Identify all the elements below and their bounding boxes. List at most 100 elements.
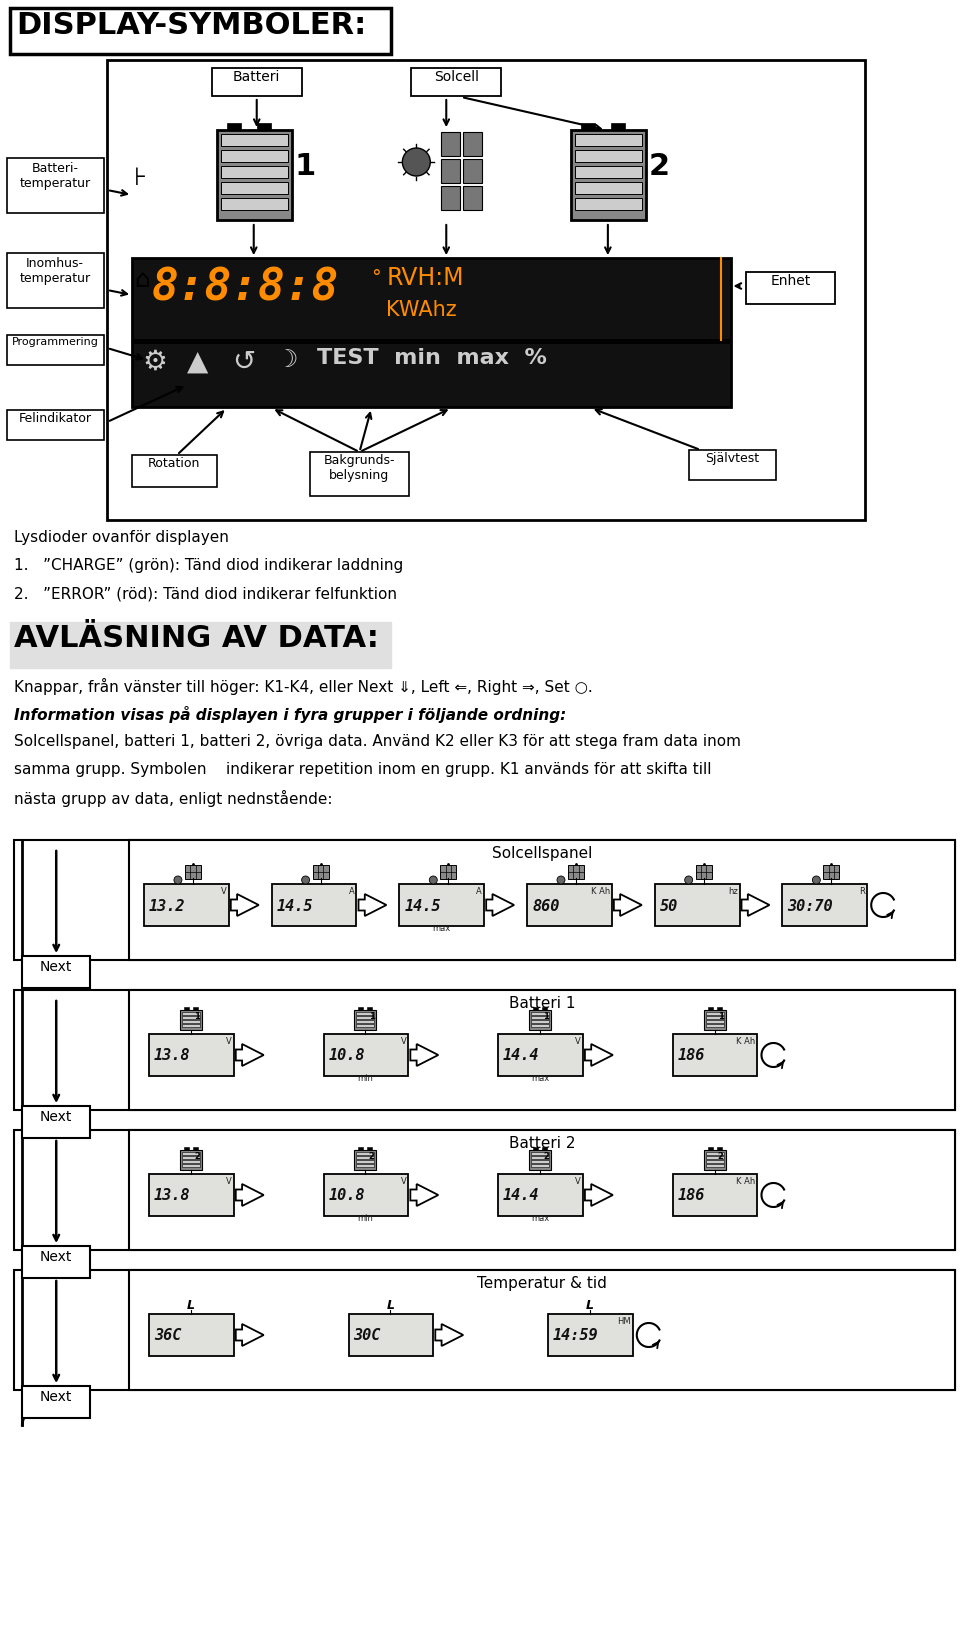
Bar xyxy=(529,1011,551,1030)
Text: 13.8: 13.8 xyxy=(154,1188,190,1203)
Bar xyxy=(193,1007,198,1011)
Text: Batteri 2: Batteri 2 xyxy=(509,1136,575,1151)
Bar xyxy=(746,272,835,305)
Text: Next: Next xyxy=(40,1250,72,1263)
Polygon shape xyxy=(410,1183,439,1206)
Text: Temperatur & tid: Temperatur & tid xyxy=(477,1276,607,1291)
Bar xyxy=(14,1270,955,1390)
Bar xyxy=(673,1033,757,1076)
Text: 14.4: 14.4 xyxy=(503,1048,540,1063)
Text: min: min xyxy=(357,1074,373,1082)
Bar xyxy=(531,1161,549,1162)
Bar xyxy=(129,839,955,960)
Circle shape xyxy=(812,875,821,883)
Bar xyxy=(356,1161,374,1162)
Bar xyxy=(368,1007,372,1011)
Bar xyxy=(181,1156,200,1159)
Polygon shape xyxy=(585,1043,612,1066)
Bar xyxy=(181,1024,200,1027)
Text: 1: 1 xyxy=(543,1012,549,1020)
Bar xyxy=(185,866,201,879)
Bar xyxy=(542,1007,547,1011)
Bar xyxy=(356,1012,374,1015)
Text: 8:8:8:8: 8:8:8:8 xyxy=(152,266,339,310)
Bar xyxy=(181,1020,200,1024)
Text: 14.4: 14.4 xyxy=(503,1188,540,1203)
Bar xyxy=(212,68,301,96)
Text: samma grupp. Symbolen    indikerar repetition inom en grupp. K1 används för att : samma grupp. Symbolen indikerar repetiti… xyxy=(14,761,711,778)
Circle shape xyxy=(301,875,310,883)
Bar xyxy=(22,1107,90,1138)
Bar xyxy=(22,957,90,988)
Text: Bakgrunds-
belysning: Bakgrunds- belysning xyxy=(324,455,396,482)
Bar xyxy=(356,1024,374,1027)
Bar xyxy=(221,166,288,178)
Polygon shape xyxy=(585,1183,612,1206)
Text: nästa grupp av data, enligt nednstående:: nästa grupp av data, enligt nednstående: xyxy=(14,791,333,807)
Polygon shape xyxy=(358,893,387,916)
Text: L: L xyxy=(387,1299,395,1312)
Bar xyxy=(129,1270,955,1390)
Text: 30:70: 30:70 xyxy=(787,898,833,913)
Bar xyxy=(184,1007,189,1011)
Bar xyxy=(575,166,642,178)
Text: DISPLAY-SYMBOLER:: DISPLAY-SYMBOLER: xyxy=(16,11,367,41)
Bar xyxy=(531,1020,549,1024)
Bar xyxy=(696,866,711,879)
Bar xyxy=(356,1020,374,1024)
Bar xyxy=(272,883,356,926)
Bar xyxy=(688,450,777,479)
Bar xyxy=(184,1148,189,1151)
Text: L: L xyxy=(187,1299,195,1312)
Text: max: max xyxy=(432,924,450,932)
Bar xyxy=(442,186,460,210)
Circle shape xyxy=(429,875,438,883)
Bar xyxy=(8,158,104,214)
Bar xyxy=(581,122,595,130)
Text: A: A xyxy=(476,887,482,896)
Bar xyxy=(527,883,612,926)
Text: ⌂: ⌂ xyxy=(134,267,150,292)
Bar xyxy=(542,1148,547,1151)
Text: 10.8: 10.8 xyxy=(328,1048,365,1063)
Bar xyxy=(442,160,460,183)
Bar xyxy=(11,623,392,668)
Bar xyxy=(256,122,271,130)
Circle shape xyxy=(174,875,181,883)
Bar xyxy=(354,1011,376,1030)
Text: 2: 2 xyxy=(194,1152,200,1161)
Bar xyxy=(313,866,328,879)
Text: R: R xyxy=(859,887,865,896)
Text: V: V xyxy=(226,1037,231,1046)
Bar xyxy=(531,1012,549,1015)
Bar xyxy=(221,197,288,210)
Text: Inomhus-
temperatur: Inomhus- temperatur xyxy=(19,258,91,285)
Bar xyxy=(716,1148,722,1151)
Text: Next: Next xyxy=(40,960,72,975)
Text: 860: 860 xyxy=(532,898,560,913)
Bar xyxy=(354,1151,376,1170)
Bar xyxy=(356,1015,374,1019)
Bar xyxy=(706,1020,724,1024)
Bar xyxy=(706,1156,724,1159)
Bar xyxy=(575,197,642,210)
Bar xyxy=(181,1164,200,1167)
Text: Next: Next xyxy=(40,1390,72,1403)
Bar xyxy=(498,1174,583,1216)
Text: Batteri-
temperatur: Batteri- temperatur xyxy=(19,161,91,191)
Bar xyxy=(824,866,839,879)
Text: 2: 2 xyxy=(649,152,670,181)
Bar xyxy=(144,883,228,926)
Bar xyxy=(227,122,241,130)
Text: 10.8: 10.8 xyxy=(328,1188,365,1203)
Bar xyxy=(399,883,484,926)
Text: 2: 2 xyxy=(369,1152,374,1161)
Bar xyxy=(571,130,646,220)
Bar xyxy=(193,1148,198,1151)
Bar xyxy=(708,1148,712,1151)
Text: Självtest: Självtest xyxy=(706,452,759,465)
Bar xyxy=(221,134,288,147)
Bar xyxy=(8,411,104,440)
Bar xyxy=(356,1164,374,1167)
Bar xyxy=(531,1152,549,1156)
